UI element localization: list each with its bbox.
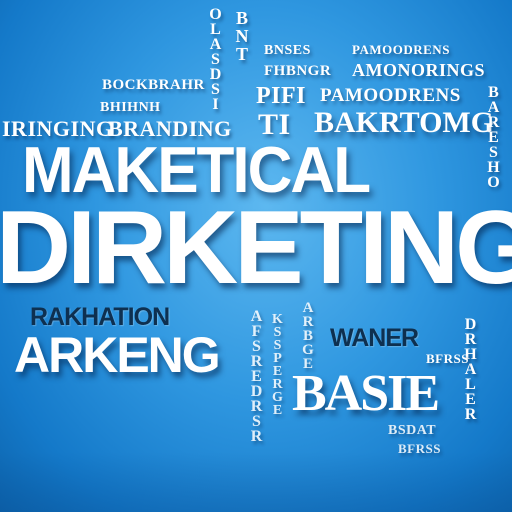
word-bockbrahr: BOCKBRAHR xyxy=(102,77,205,93)
word-bhihnh: BHIHNH xyxy=(100,100,161,115)
word-fhbngr: FHBNGR xyxy=(264,63,332,79)
word-pamoodrens: PAMOODRENS xyxy=(352,42,450,57)
background-shade xyxy=(0,452,512,512)
headline-dirketing: DIRKETING xyxy=(0,190,512,306)
vertical-word-top-center-b: BNT xyxy=(232,8,252,62)
word-bfrss: BFRSS xyxy=(426,351,469,366)
word-branding: BRANDING xyxy=(108,116,232,141)
vertical-word-mid-center: AFSREDRSR xyxy=(248,308,265,443)
word-bakrtomg: BAKRTOMG xyxy=(314,106,495,139)
vertical-word-top-center: OLASDSI xyxy=(207,6,224,111)
word-arkeng: ARKENG xyxy=(14,327,221,383)
word-iringing: IRINGING xyxy=(2,116,114,141)
word-bsdat-b: BFRSS xyxy=(398,441,441,456)
word-pifl: PIFI xyxy=(256,83,306,109)
vertical-word-mid-center-b: KSSPERGE xyxy=(270,312,285,416)
word-basie: BASIE xyxy=(292,365,440,422)
word-amonor-b: PAMOODRENS xyxy=(320,85,461,106)
word-ti: TI xyxy=(258,108,291,141)
vertical-word-right-lower: DRHALER xyxy=(462,316,479,421)
word-rakhation: RAKHATION xyxy=(30,303,170,331)
headline-maketical: MAKETICAL xyxy=(22,134,371,207)
word-waner: WANER xyxy=(330,324,419,352)
word-bnses: BNSES xyxy=(264,43,311,58)
vertical-word-right-upper: BARESHO xyxy=(485,84,502,189)
vertical-word-mid-center-c: ARBGE xyxy=(300,300,316,370)
word-bsdat: BSDAT xyxy=(388,423,437,438)
word-amonorings: AMONORINGS xyxy=(352,60,486,80)
